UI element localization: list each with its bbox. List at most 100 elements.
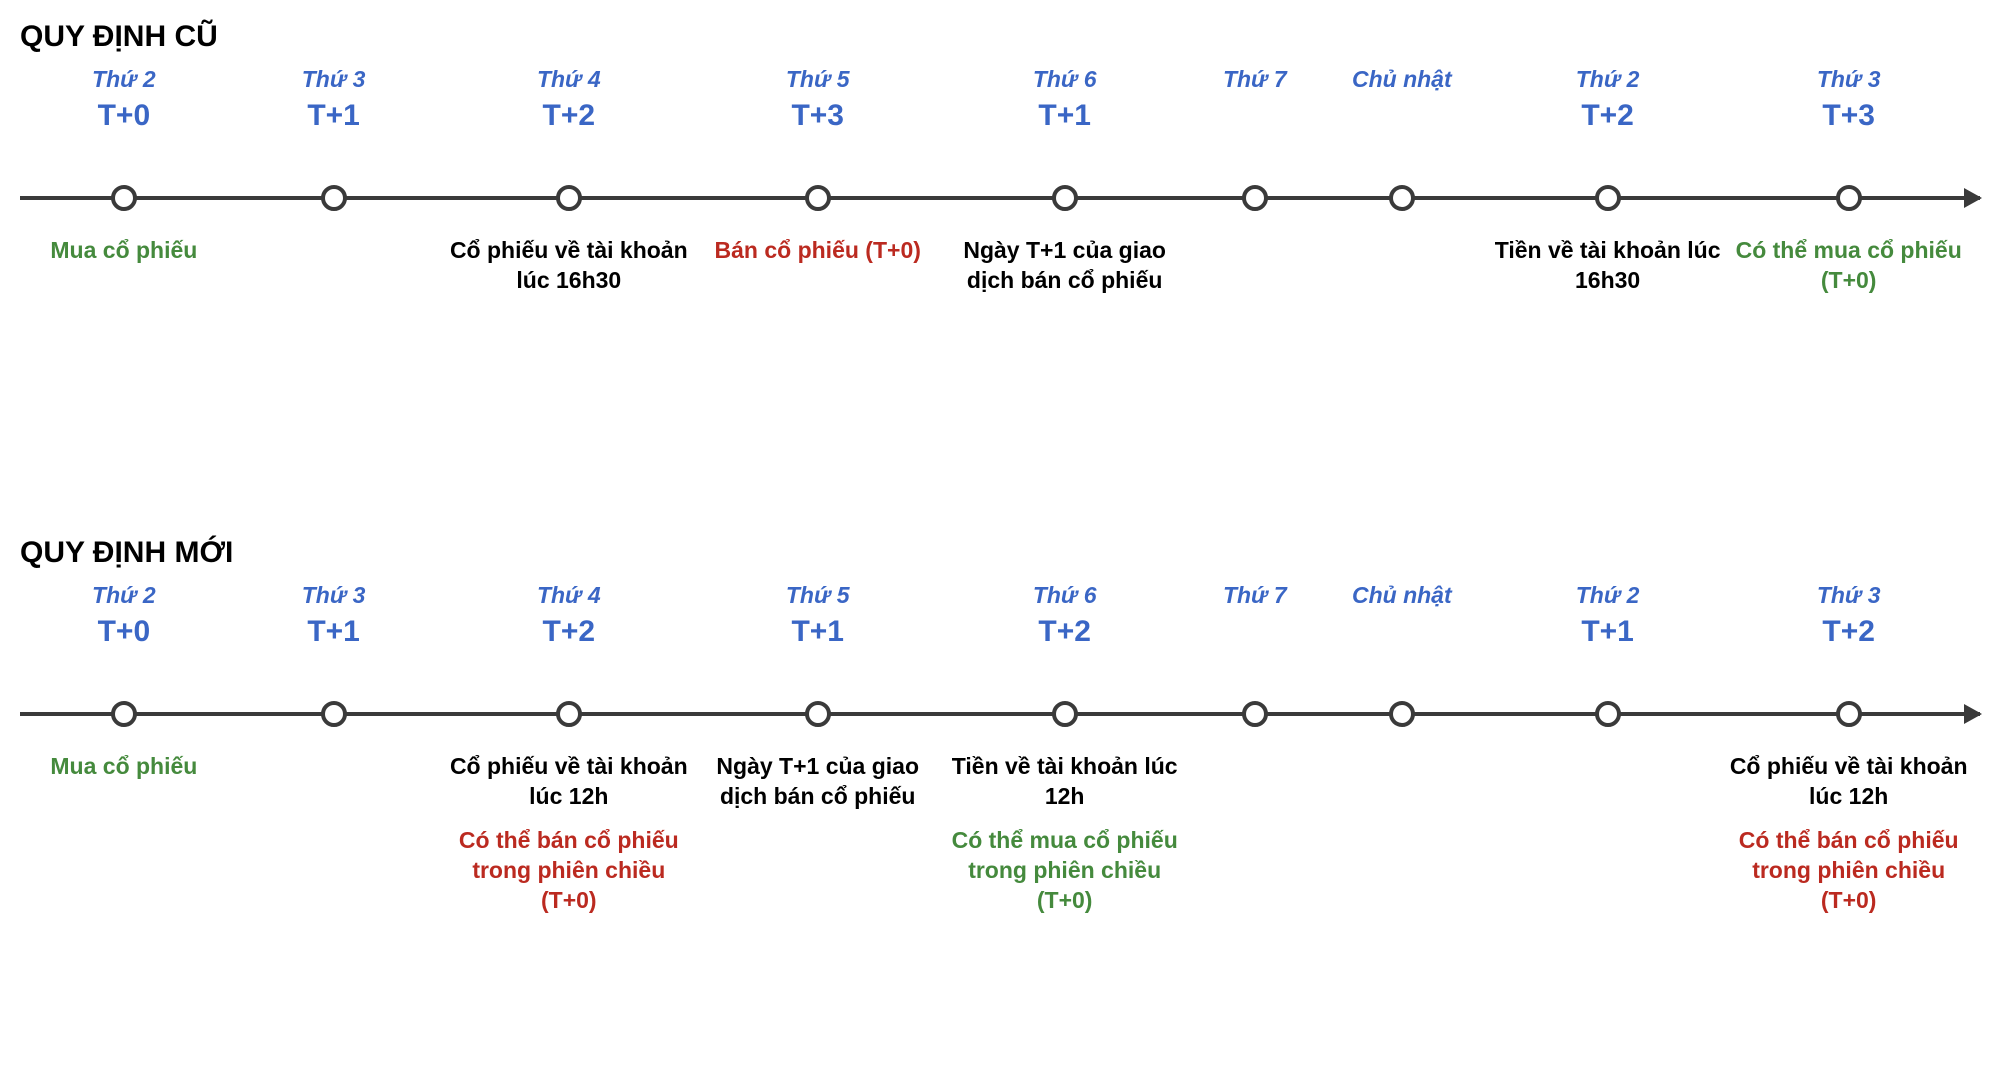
section-title: QUY ĐỊNH CŨ xyxy=(20,20,1980,54)
day-label: Chủ nhật xyxy=(1302,582,1502,609)
day-label: Thứ 5 xyxy=(718,582,918,609)
timeline-tick: Thứ 6 T+2 xyxy=(965,582,1165,655)
t-label: T+0 xyxy=(24,99,224,133)
timeline-tick: Thứ 4 T+2 xyxy=(469,66,669,139)
timeline-marker xyxy=(1052,701,1078,727)
timeline-axis xyxy=(20,712,1980,716)
timeline-annotations: Cổ phiếu về tài khoản lúc 16h30 xyxy=(449,236,689,310)
t-label: T+2 xyxy=(965,615,1165,649)
timeline-tick: Thứ 2 T+0 xyxy=(24,582,224,655)
day-label: Thứ 3 xyxy=(1749,66,1949,93)
t-label: T+2 xyxy=(1749,615,1949,649)
arrowhead-icon xyxy=(1964,704,1982,724)
timeline-axis xyxy=(20,196,1980,200)
day-label: Thứ 3 xyxy=(234,66,434,93)
day-label: Thứ 3 xyxy=(1749,582,1949,609)
timeline-annotations: Tiền về tài khoản lúc 12h Có thể mua cổ p… xyxy=(945,752,1185,929)
day-label: Chủ nhật xyxy=(1302,66,1502,93)
annotation-text: Cổ phiếu về tài khoản lúc 16h30 xyxy=(449,236,689,296)
timeline-annotations: Ngày T+1 của giao dịch bán cổ phiếu xyxy=(698,752,938,826)
t-label: T+0 xyxy=(24,615,224,649)
arrowhead-icon xyxy=(1964,188,1982,208)
t-label: T+3 xyxy=(1749,99,1949,133)
annotation-text: Có thể mua cổ phiếu (T+0) xyxy=(1729,236,1969,296)
timeline-marker xyxy=(321,701,347,727)
t-label: T+1 xyxy=(965,99,1165,133)
timeline-marker xyxy=(1052,185,1078,211)
timeline-marker xyxy=(1242,185,1268,211)
timeline-annotations: Tiền về tài khoản lúc 16h30 xyxy=(1488,236,1728,310)
timeline-tick: Thứ 3 T+3 xyxy=(1749,66,1949,139)
timeline-tick: Thứ 2 T+0 xyxy=(24,66,224,139)
day-label: Thứ 3 xyxy=(234,582,434,609)
day-label: Thứ 6 xyxy=(965,66,1165,93)
timeline-tick: Thứ 5 T+3 xyxy=(718,66,918,139)
timeline-marker xyxy=(1389,701,1415,727)
timeline-annotations: Cổ phiếu về tài khoản lúc 12h Có thể bán … xyxy=(449,752,689,929)
annotation-text: Ngày T+1 của giao dịch bán cổ phiếu xyxy=(945,236,1185,296)
timeline-marker xyxy=(556,701,582,727)
section-title: QUY ĐỊNH MỚI xyxy=(20,536,1980,570)
timeline-annotations: Mua cổ phiếu xyxy=(4,752,244,796)
day-label: Thứ 4 xyxy=(469,66,669,93)
day-label: Thứ 2 xyxy=(1508,582,1708,609)
timeline-marker xyxy=(321,185,347,211)
t-label: T+2 xyxy=(469,615,669,649)
timeline-tick: Thứ 6 T+1 xyxy=(965,66,1165,139)
timeline-annotations: Có thể mua cổ phiếu (T+0) xyxy=(1729,236,1969,310)
t-label: T+2 xyxy=(469,99,669,133)
t-label: T+1 xyxy=(1508,615,1708,649)
day-label: Thứ 2 xyxy=(24,582,224,609)
t-label xyxy=(1302,99,1502,133)
timeline-tick: Chủ nhật xyxy=(1302,66,1502,139)
timeline-tick: Thứ 4 T+2 xyxy=(469,582,669,655)
t-label: T+2 xyxy=(1508,99,1708,133)
day-label: Thứ 4 xyxy=(469,582,669,609)
annotation-text: Cổ phiếu về tài khoản lúc 12h xyxy=(1729,752,1969,812)
t-label: T+1 xyxy=(718,615,918,649)
timeline-marker xyxy=(1836,701,1862,727)
annotation-text: Bán cổ phiếu (T+0) xyxy=(698,236,938,266)
timeline-annotations: Bán cổ phiếu (T+0) xyxy=(698,236,938,280)
timeline-annotations: Mua cổ phiếu xyxy=(4,236,244,280)
timeline-marker xyxy=(1389,185,1415,211)
timeline-tick: Thứ 2 T+1 xyxy=(1508,582,1708,655)
day-label: Thứ 2 xyxy=(1508,66,1708,93)
timeline-tick: Thứ 3 T+1 xyxy=(234,582,434,655)
annotation-text: Tiền về tài khoản lúc 16h30 xyxy=(1488,236,1728,296)
annotation-text: Tiền về tài khoản lúc 12h xyxy=(945,752,1185,812)
timeline-tick: Thứ 3 T+1 xyxy=(234,66,434,139)
timeline-marker xyxy=(805,185,831,211)
timeline-annotations: Ngày T+1 của giao dịch bán cổ phiếu xyxy=(945,236,1185,310)
t-label xyxy=(1302,615,1502,649)
timeline: Thứ 2T+0Mua cổ phiếuThứ 3T+1Thứ 4T+2Cổ p… xyxy=(20,582,1980,1022)
annotation-text: Mua cổ phiếu xyxy=(4,236,244,266)
timeline-annotations: Cổ phiếu về tài khoản lúc 12h Có thể bán … xyxy=(1729,752,1969,929)
day-label: Thứ 6 xyxy=(965,582,1165,609)
t-label: T+1 xyxy=(234,615,434,649)
timeline-tick: Thứ 3 T+2 xyxy=(1749,582,1949,655)
timeline-marker xyxy=(556,185,582,211)
annotation-text: Có thể mua cổ phiếu trong phiên chiều (T… xyxy=(945,826,1185,916)
timeline-tick: Thứ 2 T+2 xyxy=(1508,66,1708,139)
timeline-tick: Thứ 5 T+1 xyxy=(718,582,918,655)
timeline-marker xyxy=(1595,701,1621,727)
annotation-text: Có thể bán cổ phiếu trong phiên chiều (T… xyxy=(449,826,689,916)
t-label: T+1 xyxy=(234,99,434,133)
timeline-marker xyxy=(111,701,137,727)
annotation-text: Ngày T+1 của giao dịch bán cổ phiếu xyxy=(698,752,938,812)
timeline-tick: Chủ nhật xyxy=(1302,582,1502,655)
timeline-marker xyxy=(1242,701,1268,727)
day-label: Thứ 2 xyxy=(24,66,224,93)
annotation-text: Cổ phiếu về tài khoản lúc 12h xyxy=(449,752,689,812)
t-label: T+3 xyxy=(718,99,918,133)
day-label: Thứ 5 xyxy=(718,66,918,93)
timeline-diagram: QUY ĐỊNH CŨThứ 2T+0Mua cổ phiếuThứ 3T+1T… xyxy=(20,20,1980,1022)
timeline-marker xyxy=(111,185,137,211)
annotation-text: Có thể bán cổ phiếu trong phiên chiều (T… xyxy=(1729,826,1969,916)
annotation-text: Mua cổ phiếu xyxy=(4,752,244,782)
timeline-marker xyxy=(805,701,831,727)
timeline-marker xyxy=(1836,185,1862,211)
timeline-marker xyxy=(1595,185,1621,211)
timeline: Thứ 2T+0Mua cổ phiếuThứ 3T+1Thứ 4T+2Cổ p… xyxy=(20,66,1980,506)
